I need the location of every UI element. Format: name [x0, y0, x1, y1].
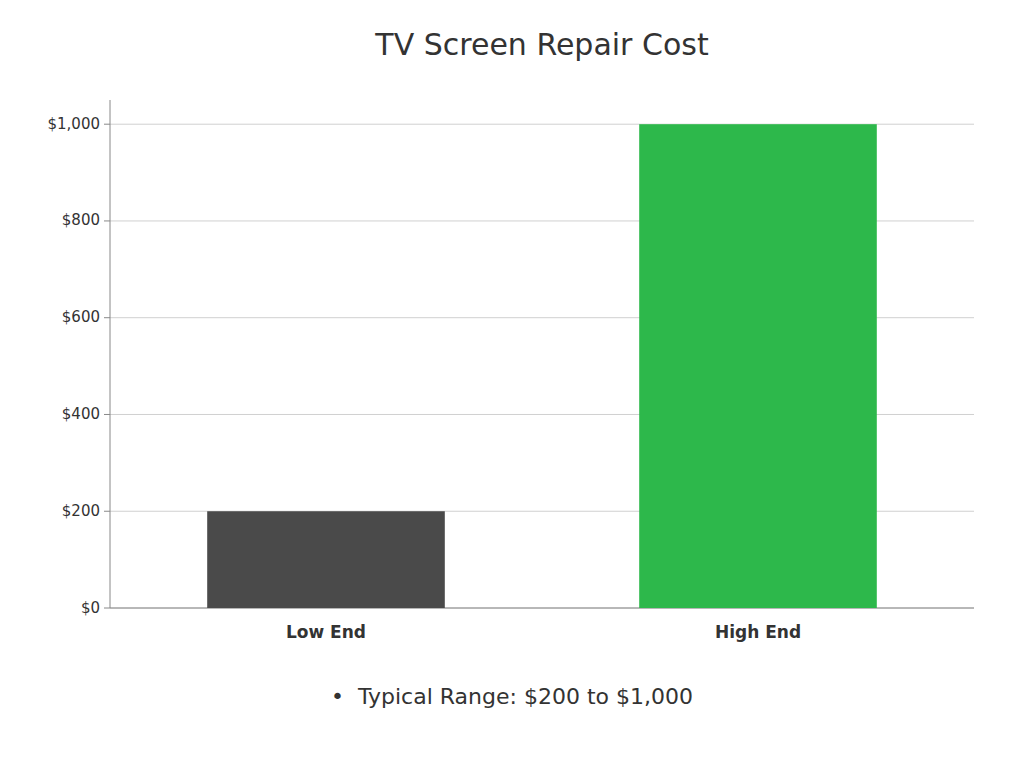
y-tick-label: $200	[62, 502, 100, 520]
bar	[207, 511, 445, 608]
y-tick	[104, 124, 110, 125]
y-tick	[104, 220, 110, 221]
annotation: • Typical Range: $200 to $1,000	[331, 684, 693, 709]
y-tick	[104, 608, 110, 609]
chart-container: TV Screen Repair Cost$0$200$400$600$800$…	[0, 0, 1024, 768]
y-tick-label: $0	[81, 599, 100, 617]
y-tick	[104, 511, 110, 512]
bar	[639, 124, 877, 608]
grid	[110, 124, 974, 608]
y-tick	[104, 317, 110, 318]
y-tick	[104, 414, 110, 415]
y-tick-label: $800	[62, 211, 100, 229]
chart-title: TV Screen Repair Cost	[374, 27, 709, 62]
y-ticks: $0 $200 $400 $600 $800 $1,000	[48, 115, 111, 617]
bars	[207, 124, 877, 608]
y-tick-label: $400	[62, 405, 100, 423]
chart-svg: TV Screen Repair Cost$0$200$400$600$800$…	[0, 0, 1024, 768]
x-ticks: Low End High End	[286, 622, 801, 642]
y-tick-label: $1,000	[48, 115, 101, 133]
x-tick-label: High End	[715, 622, 801, 642]
y-tick-label: $600	[62, 308, 100, 326]
x-tick-label: Low End	[286, 622, 366, 642]
y-axis-line	[110, 100, 111, 608]
